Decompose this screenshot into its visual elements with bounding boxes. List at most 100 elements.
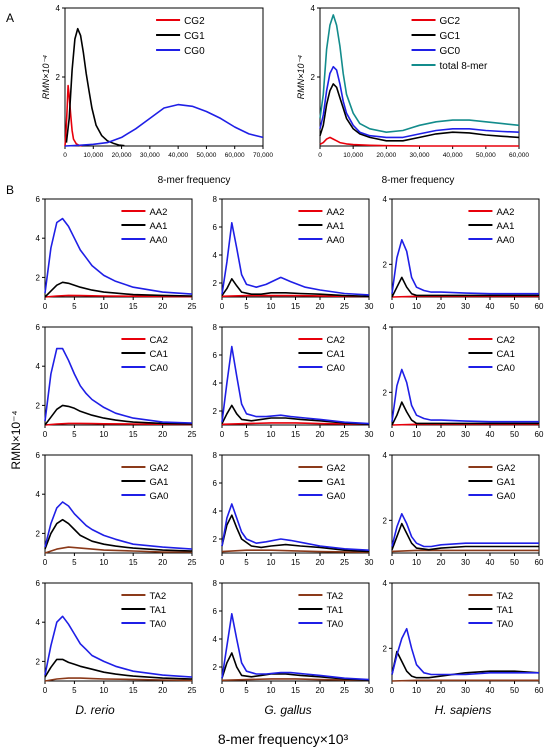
series-line-ga0 (391, 512, 539, 548)
x-tick-label: 25 (188, 558, 197, 567)
x-tick-label: 15 (129, 558, 138, 567)
x-tick-label: 0 (43, 302, 48, 311)
x-tick-label: 50 (510, 302, 519, 311)
panel-label-a: A (6, 11, 14, 25)
series-line-aa1 (391, 276, 539, 298)
x-tick-label: 5 (72, 686, 77, 695)
legend-label: TA2 (326, 591, 343, 602)
x-tick-label: 25 (188, 686, 197, 695)
x-tick-label: 20 (158, 302, 167, 311)
y-tick-label: 4 (213, 251, 218, 260)
legend-label: CA2 (149, 335, 167, 346)
y-tick-label: 4 (311, 4, 316, 13)
x-tick-label: 10 (412, 558, 421, 567)
x-tick-label: 0 (390, 430, 395, 439)
legend-label: CA2 (326, 335, 344, 346)
series-line-ga2 (44, 546, 192, 554)
series-line-ga2 (391, 549, 539, 553)
x-tick-label: 60 (535, 430, 544, 439)
x-tick-label: 25 (340, 558, 349, 567)
x-tick-label: 30 (461, 430, 470, 439)
plot-frame (44, 582, 193, 682)
x-tick-label: 10 (267, 302, 276, 311)
y-tick-label: 2 (383, 644, 388, 653)
legend-label: AA0 (326, 235, 344, 246)
y-tick-label: 4 (56, 4, 61, 13)
x-tick-label: 30,000 (410, 152, 430, 159)
series-line-ca0 (221, 345, 370, 425)
x-tick-label: 15 (129, 686, 138, 695)
x-tick-label: 40,000 (168, 152, 188, 159)
x-tick-label: 10 (267, 430, 276, 439)
x-tick-label: 50 (510, 430, 519, 439)
legend-label: GA0 (326, 491, 345, 502)
shared-y-axis-title: RMN×10⁻⁴ (9, 410, 23, 469)
chart-b-ta-h: 0 10 20 30 40 50 60 2 4 TA2 TA1 TA0 (383, 579, 544, 695)
x-tick-label: 60,000 (509, 152, 529, 159)
x-tick-label: 40 (486, 302, 495, 311)
x-tick-label: 30 (365, 430, 374, 439)
legend-label: TA1 (149, 605, 166, 616)
y-tick-label: 2 (56, 73, 61, 82)
x-tick-label: 10 (99, 686, 108, 695)
x-tick-label: 10 (99, 302, 108, 311)
y-tick-label: 2 (36, 273, 41, 282)
x-tick-label: 25 (340, 302, 349, 311)
plot-frame (221, 454, 370, 554)
x-tick-label: 5 (244, 686, 249, 695)
y-tick-label: 8 (213, 195, 218, 204)
chart-b-ta-d: 0 5 10 15 20 25 2 4 6 TA2 TA1 TA0 (36, 579, 197, 695)
chart-b-aa-d: 0 5 10 15 20 25 2 4 6 AA2 AA1 AA0 (36, 195, 197, 311)
chart-a2: 0 10,000 20,000 30,000 40,000 50,000 60,000 2 4 G… (311, 4, 530, 159)
x-tick-label: 10 (267, 686, 276, 695)
series-line-ta0 (221, 612, 370, 681)
x-tick-label: 70,000 (253, 152, 273, 159)
x-tick-label: 10,000 (343, 152, 363, 159)
legend-label: TA2 (496, 591, 513, 602)
x-tick-label: 50,000 (196, 152, 216, 159)
legend-label: AA1 (326, 221, 344, 232)
x-tick-label: 50 (510, 686, 519, 695)
legend-label: TA1 (496, 605, 513, 616)
legend-label: TA2 (149, 591, 166, 602)
y-axis-title-a1: RMN×10⁻⁴ (41, 55, 51, 100)
y-tick-label: 2 (213, 663, 218, 672)
x-tick-label: 0 (318, 152, 322, 159)
y-tick-label: 4 (213, 507, 218, 516)
x-tick-label: 0 (220, 302, 225, 311)
plot-frame (44, 454, 193, 554)
y-tick-label: 4 (36, 618, 41, 627)
legend-label: GA0 (149, 491, 168, 502)
x-tick-label: 30,000 (140, 152, 160, 159)
chart-a1: 0 10,000 20,000 30,000 40,000 50,000 60,000 70,… (56, 4, 274, 159)
x-tick-label: 10 (412, 430, 421, 439)
y-axis-title-a2: RMN×10⁻⁴ (296, 55, 306, 100)
series-line-gc0 (319, 65, 520, 139)
legend-label: GC2 (440, 16, 461, 27)
x-tick-label: 5 (244, 430, 249, 439)
x-tick-label: 20,000 (112, 152, 132, 159)
series-line-ta2 (44, 677, 193, 682)
x-tick-label: 15 (129, 430, 138, 439)
series-line-aa2 (44, 294, 193, 298)
x-tick-label: 10 (412, 686, 421, 695)
x-tick-label: 30 (365, 558, 374, 567)
series-line-ga1 (221, 514, 370, 553)
chart-b-ga-g: 0 5 10 15 20 25 30 2 4 6 8 GA2 GA1 GA0 (213, 451, 374, 567)
x-tick-label: 30 (461, 302, 470, 311)
y-tick-label: 4 (383, 579, 388, 588)
x-tick-label: 30 (461, 686, 470, 695)
x-tick-label: 50,000 (476, 152, 496, 159)
legend-label: AA0 (149, 235, 167, 246)
top-x-axis-title-right: 8-mer frequency (382, 175, 455, 186)
x-tick-label: 5 (72, 430, 77, 439)
x-tick-label: 20 (437, 430, 446, 439)
y-tick-label: 2 (213, 535, 218, 544)
x-tick-label: 25 (188, 302, 197, 311)
x-tick-label: 30 (365, 686, 374, 695)
y-tick-label: 2 (383, 388, 388, 397)
legend-label: TA0 (496, 619, 513, 630)
y-tick-label: 2 (311, 73, 316, 82)
series-line-aa1 (221, 277, 370, 298)
legend-label: GA1 (149, 477, 168, 488)
